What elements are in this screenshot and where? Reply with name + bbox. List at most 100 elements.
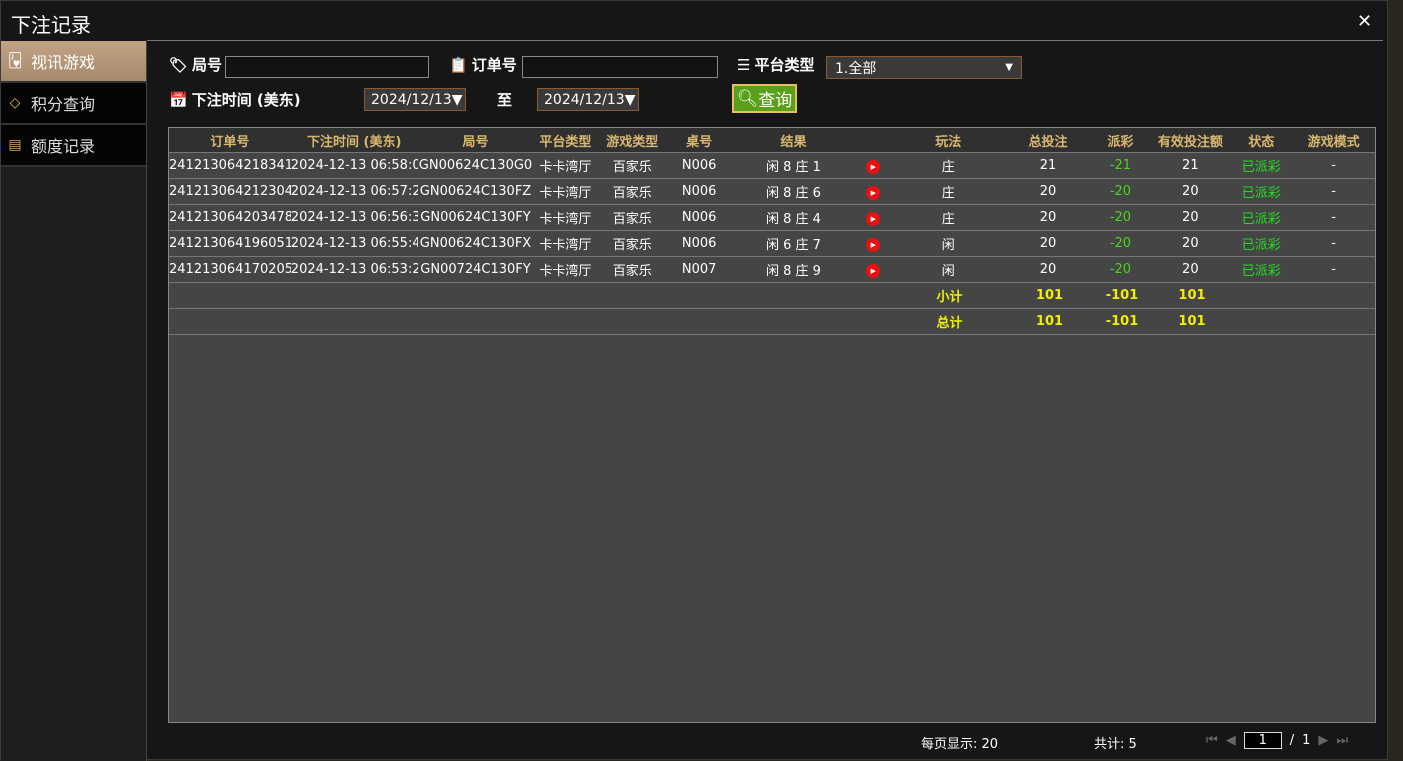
cell: 2024-12-13 06:58:00 [290, 158, 418, 173]
calendar-icon: 📅 [169, 90, 188, 109]
column-header: 玩法 [935, 134, 962, 150]
cell: - [1331, 210, 1336, 225]
last-page-icon[interactable]: ⏭ [1336, 733, 1349, 748]
cell: 已派彩 [1241, 186, 1281, 201]
next-page-icon[interactable]: ▶ [1318, 733, 1329, 748]
cell: 庄 [941, 160, 955, 175]
play-video-icon[interactable]: ▶ [856, 158, 891, 174]
cell: 卡卡湾厅 [539, 238, 592, 253]
label-text: 局号 [192, 56, 223, 74]
cell: N006 [681, 236, 717, 251]
button-label: 查询 [758, 91, 793, 111]
divider [147, 40, 1383, 41]
page-input[interactable]: 1 [1243, 732, 1282, 749]
to-label: 至 [497, 91, 513, 109]
page-separator: / [1289, 733, 1295, 748]
label-text: 订单号 [471, 56, 517, 74]
cell: 百家乐 [612, 160, 652, 175]
cell: -20 [1109, 210, 1132, 225]
cell: 已派彩 [1241, 264, 1281, 279]
column-header: 下注时间 (美东) [306, 134, 402, 150]
cell: 闲 [941, 264, 955, 279]
total-payout: -101 [1105, 314, 1139, 329]
playing-cards-icon: 🂻 [7, 53, 23, 69]
table-row: 241213064203478 2024-12-13 06:56:32 GN0062… [169, 205, 1375, 231]
pager: ⏮ ◀ 1 / 1 ▶ ⏭ [1206, 732, 1348, 749]
cell: - [1331, 236, 1336, 251]
round-input[interactable] [225, 56, 429, 78]
subtotal-bet: 101 [1035, 288, 1064, 303]
cell: 241213064212304 [169, 184, 291, 199]
cell: 闲 [941, 238, 955, 253]
column-header: 总投注 [1028, 134, 1068, 150]
cell: 20 [1039, 262, 1057, 277]
cell: 2024-12-13 06:56:32 [290, 210, 418, 225]
bet-table: 订单号 下注时间 (美东) 局号 平台类型 游戏类型 桌号 结果 玩法 总投注 派彩 有效投注额 状态… [168, 127, 1376, 723]
tag-icon: 🏷 [169, 55, 189, 74]
cell: -20 [1109, 236, 1132, 251]
cell: 20 [1039, 184, 1057, 199]
cell: 241213064196051 [169, 236, 291, 251]
list-icon: ☰ [737, 55, 751, 74]
play-video-icon[interactable]: ▶ [856, 236, 891, 252]
cell: 闲 8 庄 9 [766, 264, 821, 279]
cell: - [1331, 184, 1336, 199]
sidebar-item-label: 视讯游戏 [31, 53, 96, 72]
play-video-icon[interactable]: ▶ [856, 262, 891, 278]
cell: -21 [1109, 158, 1132, 173]
total-bet: 101 [1035, 314, 1064, 329]
cell: 卡卡湾厅 [539, 264, 592, 279]
platform-select[interactable]: 1.全部 ▼ [826, 56, 1022, 79]
cell: 庄 [941, 186, 955, 201]
document-icon: ▤ [8, 137, 22, 153]
sidebar-item-points[interactable]: ◇ 积分查询 [1, 83, 146, 125]
prev-page-icon[interactable]: ◀ [1225, 733, 1236, 748]
date-to-select[interactable]: 2024/12/13▼ [537, 88, 639, 111]
table-row: 241213064218341 2024-12-13 06:58:00 GN0062… [169, 153, 1375, 179]
label-text: 下注时间 (美东) [191, 91, 301, 109]
cell: 241213064203478 [169, 210, 291, 225]
cell: 庄 [941, 212, 955, 227]
cell: 21 [1039, 158, 1057, 173]
cell: 20 [1182, 236, 1199, 251]
cell: 241213064170205 [169, 262, 291, 277]
table-row: 241213064196051 2024-12-13 06:55:49 GN0062… [169, 231, 1375, 257]
time-label: 📅 下注时间 (美东) [169, 89, 301, 110]
diamond-icon: ◇ [9, 95, 21, 111]
sidebar-item-live-games[interactable]: 🂻 视讯游戏 [1, 41, 146, 83]
cell: 卡卡湾厅 [539, 212, 592, 227]
cell: 百家乐 [612, 238, 652, 253]
date-from-select[interactable]: 2024/12/13▼ [364, 88, 466, 111]
cell: N006 [681, 184, 717, 199]
order-input[interactable] [522, 56, 718, 78]
cell: 卡卡湾厅 [539, 160, 592, 175]
label-text: 平台类型 [754, 56, 815, 74]
cell: 2024-12-13 06:53:25 [290, 262, 418, 277]
subtotal-payout: -101 [1105, 288, 1139, 303]
clipboard-icon: 📋 [449, 55, 468, 74]
cell: -20 [1109, 262, 1132, 277]
cell: - [1331, 158, 1336, 173]
play-video-icon[interactable]: ▶ [856, 184, 891, 200]
cell: 241213064218341 [169, 158, 291, 173]
cell: 20 [1182, 262, 1199, 277]
column-header: 游戏模式 [1307, 134, 1360, 150]
query-button[interactable]: 🔍︎ 查询 [732, 84, 797, 113]
close-icon[interactable]: ✕ [1357, 11, 1373, 32]
cell: GN00724C130FY [420, 262, 531, 277]
cell: 20 [1039, 210, 1057, 225]
play-video-icon[interactable]: ▶ [856, 210, 891, 226]
cell: 闲 8 庄 4 [766, 212, 821, 227]
chevron-down-icon: ▼ [1005, 62, 1013, 73]
cell: N007 [681, 262, 717, 277]
cell: 2024-12-13 06:57:23 [290, 184, 418, 199]
first-page-icon[interactable]: ⏮ [1206, 733, 1218, 748]
cell: - [1331, 262, 1336, 277]
column-header: 游戏类型 [606, 134, 659, 150]
total-row: 总计 101 -101 101 [169, 309, 1375, 335]
table-row: 241213064170205 2024-12-13 06:53:25 GN0072… [169, 257, 1375, 283]
sidebar-item-credit[interactable]: ▤ 额度记录 [1, 125, 146, 167]
subtotal-label: 小计 [936, 290, 963, 305]
cell: 已派彩 [1241, 238, 1281, 253]
